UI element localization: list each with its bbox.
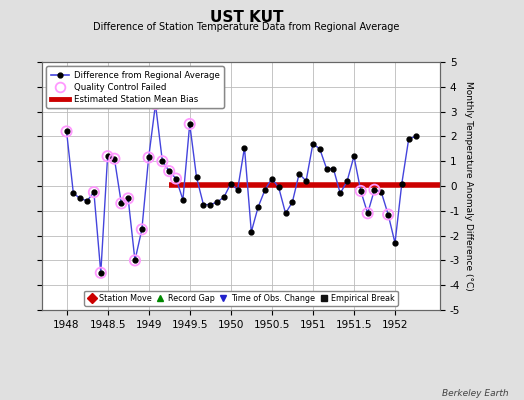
Point	[103, 153, 112, 160]
Point	[124, 195, 133, 202]
Point	[110, 156, 118, 162]
Point	[356, 188, 365, 194]
Text: Difference of Station Temperature Data from Regional Average: Difference of Station Temperature Data f…	[93, 22, 399, 32]
Point	[90, 189, 98, 195]
Point	[117, 200, 126, 206]
Text: Berkeley Earth: Berkeley Earth	[442, 389, 508, 398]
Legend: Station Move, Record Gap, Time of Obs. Change, Empirical Break: Station Move, Record Gap, Time of Obs. C…	[84, 290, 398, 306]
Point	[145, 154, 153, 161]
Point	[131, 257, 139, 264]
Point	[151, 101, 160, 107]
Point	[158, 158, 167, 164]
Point	[384, 211, 392, 218]
Point	[96, 270, 105, 276]
Point	[165, 168, 173, 174]
Point	[62, 128, 71, 135]
Point	[364, 210, 372, 216]
Y-axis label: Monthly Temperature Anomaly Difference (°C): Monthly Temperature Anomaly Difference (…	[464, 81, 473, 291]
Point	[185, 121, 194, 127]
Text: UST KUT: UST KUT	[210, 10, 283, 25]
Point	[138, 226, 146, 233]
Point	[370, 186, 379, 193]
Point	[172, 175, 180, 182]
